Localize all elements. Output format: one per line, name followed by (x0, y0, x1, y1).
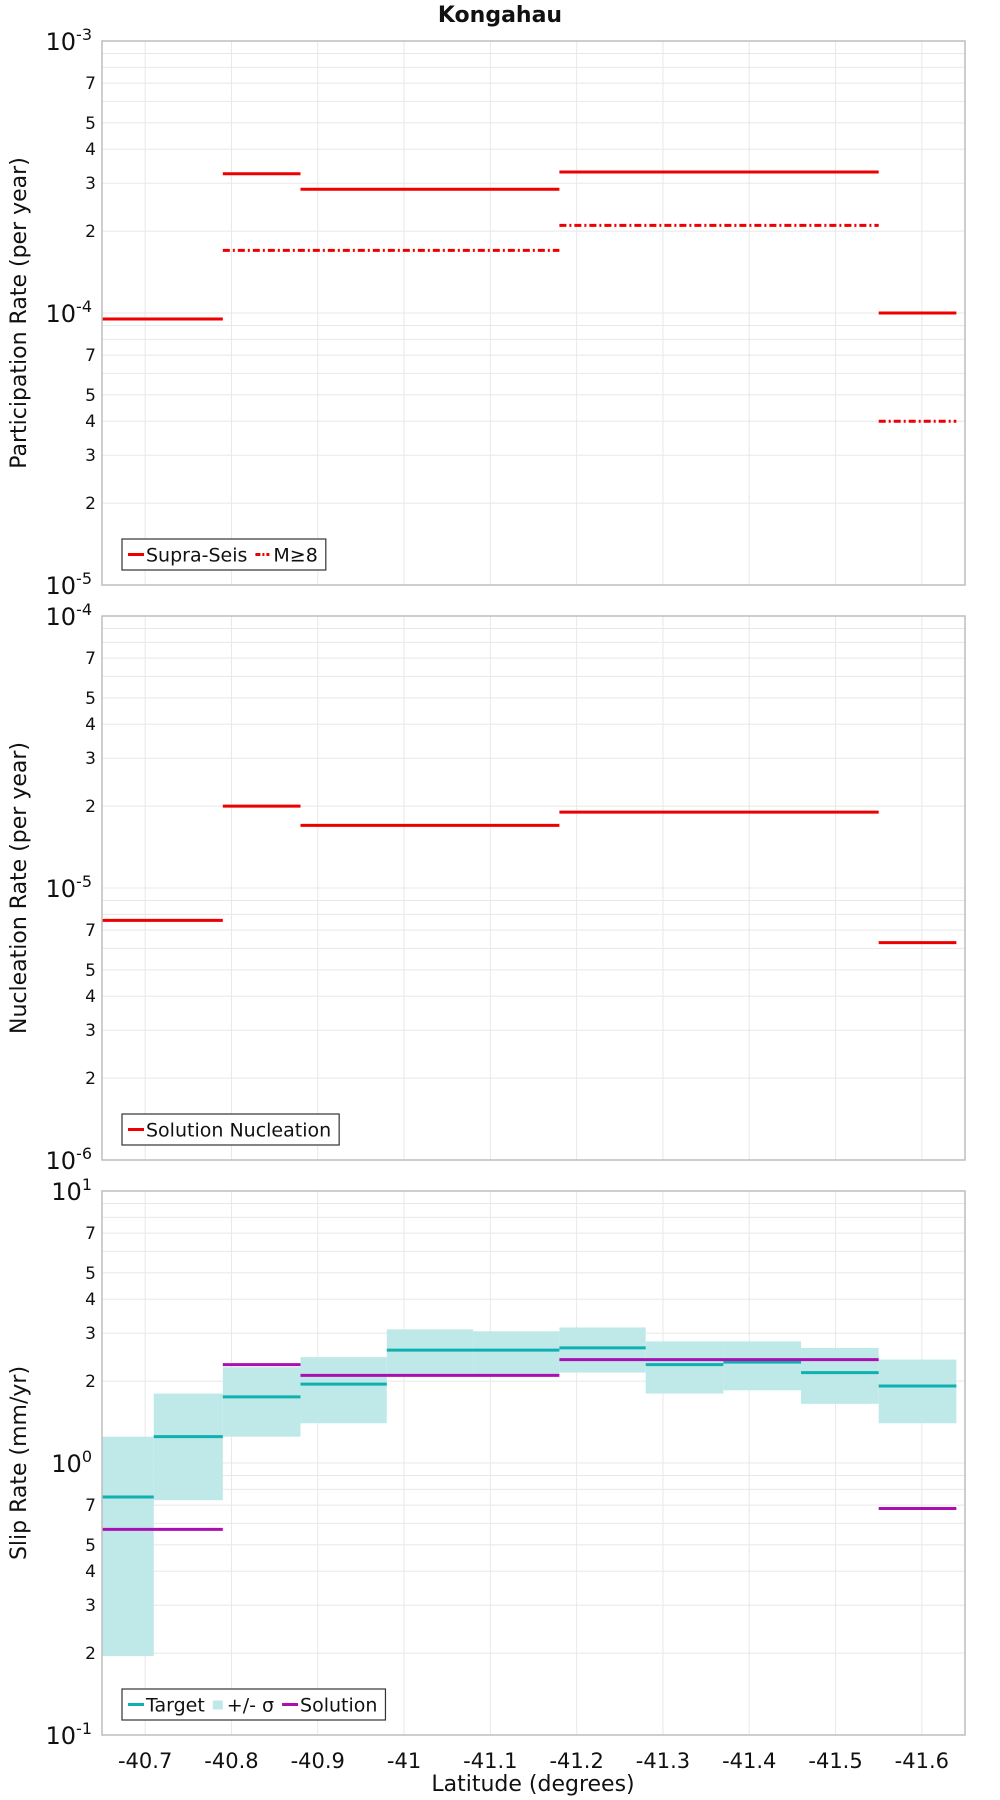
y-tick-label-minor: 2 (85, 1069, 96, 1089)
y-tick-label-minor: 2 (85, 1644, 96, 1664)
y-tick-label-minor: 2 (85, 1372, 96, 1392)
y-axis-label: Participation Rate (per year) (7, 157, 32, 469)
y-tick-label-minor: 5 (85, 1536, 96, 1556)
y-tick-label-decade: 101 (51, 1175, 92, 1206)
y-tick-label-minor: 3 (85, 1596, 96, 1616)
y-tick-label-minor: 7 (85, 649, 96, 669)
legend-box (121, 1113, 340, 1146)
x-tick-label: -41.4 (722, 1749, 776, 1773)
legend-label: +/- σ (227, 1695, 274, 1717)
y-tick-label-minor: 4 (85, 1290, 96, 1310)
y-tick-label-decade: 10-5 (46, 569, 93, 600)
y-tick-label-minor: 5 (85, 114, 96, 134)
y-tick-label-decade: 100 (51, 1447, 92, 1478)
y-tick-label-minor: 5 (85, 1264, 96, 1284)
error-band (102, 1436, 154, 1657)
legend-box (121, 1688, 387, 1721)
y-tick-label-minor: 3 (85, 1324, 96, 1344)
error-band (222, 1367, 301, 1437)
x-tick-label: -41 (387, 1749, 421, 1773)
x-tick-label: -40.8 (204, 1749, 258, 1773)
y-tick-label-minor: 2 (85, 494, 96, 514)
plot-frame (101, 40, 966, 586)
y-tick-label-decade: 10-5 (46, 872, 93, 903)
y-tick-label-minor: 7 (85, 346, 96, 366)
error-band (386, 1329, 474, 1376)
y-tick-label-minor: 3 (85, 1021, 96, 1041)
legend-label: Solution (300, 1695, 377, 1717)
y-tick-label-minor: 7 (85, 1496, 96, 1516)
y-tick-label-decade: 10-3 (46, 25, 93, 56)
y-tick-label-minor: 7 (85, 1224, 96, 1244)
y-axis-label: Slip Rate (mm/yr) (7, 1366, 32, 1560)
plot-frame (101, 1190, 966, 1736)
y-tick-label-minor: 5 (85, 689, 96, 709)
y-tick-label-minor: 3 (85, 174, 96, 194)
x-tick-label: -41.5 (808, 1749, 862, 1773)
panel-3: 10-1 100 101 2 3 4 5 7 2 3 4 5 7 Slip Rate (mm/yr) -40… (7, 1175, 966, 1773)
y-tick-label-minor: 3 (85, 749, 96, 769)
y-tick-label-minor: 4 (85, 987, 96, 1007)
legend: Target +/- σ Solution (121, 1688, 387, 1721)
y-tick-label-decade: 10-1 (46, 1719, 93, 1750)
legend-label: Supra-Seis (146, 545, 247, 567)
x-tick-label: -40.9 (291, 1749, 345, 1773)
x-tick-label: -41.1 (463, 1749, 517, 1773)
y-tick-label-decade: 10-4 (46, 297, 93, 328)
y-tick-label-minor: 4 (85, 715, 96, 735)
legend: Solution Nucleation (121, 1113, 340, 1146)
error-band (723, 1341, 802, 1391)
legend-swatch (212, 1700, 223, 1710)
panel-1: 10-5 10-4 10-3 2 3 4 5 7 2 3 4 5 7 Participation Rate… (7, 25, 966, 600)
x-tick-label: -41.2 (549, 1749, 603, 1773)
chart-title: Kongahau (438, 3, 562, 28)
x-tick-label: -41.6 (895, 1749, 949, 1773)
error-band (645, 1341, 724, 1394)
legend-box (121, 538, 327, 571)
y-tick-label-decade: 10-4 (46, 600, 93, 631)
y-tick-label-decade: 10-6 (46, 1144, 93, 1175)
y-tick-label-minor: 2 (85, 222, 96, 242)
y-tick-label-minor: 2 (85, 797, 96, 817)
y-axis-label: Nucleation Rate (per year) (7, 742, 32, 1034)
plot-frame (101, 615, 966, 1161)
legend-label: Solution Nucleation (146, 1120, 331, 1142)
y-tick-label-minor: 4 (85, 1562, 96, 1582)
error-band (878, 1359, 957, 1424)
y-tick-label-minor: 7 (85, 74, 96, 94)
y-tick-label-minor: 3 (85, 446, 96, 466)
legend-label: M≥8 (273, 545, 317, 567)
panel-2: 10-6 10-5 10-4 2 3 4 5 7 2 3 4 5 7 Nucleation Rate (p… (7, 600, 966, 1175)
error-band (473, 1331, 560, 1376)
error-band (300, 1357, 387, 1424)
y-tick-label-minor: 7 (85, 921, 96, 941)
error-band (153, 1393, 223, 1501)
y-tick-label-minor: 4 (85, 140, 96, 160)
x-tick-label: -41.3 (636, 1749, 690, 1773)
x-axis-label: Latitude (degrees) (431, 1772, 634, 1797)
y-tick-label-minor: 5 (85, 961, 96, 981)
error-band (559, 1327, 646, 1373)
legend: Supra-Seis M≥8 (121, 538, 327, 571)
y-tick-label-minor: 5 (85, 386, 96, 406)
x-tick-label: -40.7 (118, 1749, 172, 1773)
error-band (801, 1347, 879, 1404)
legend-label: Target (145, 1695, 205, 1717)
y-tick-label-minor: 4 (85, 412, 96, 432)
